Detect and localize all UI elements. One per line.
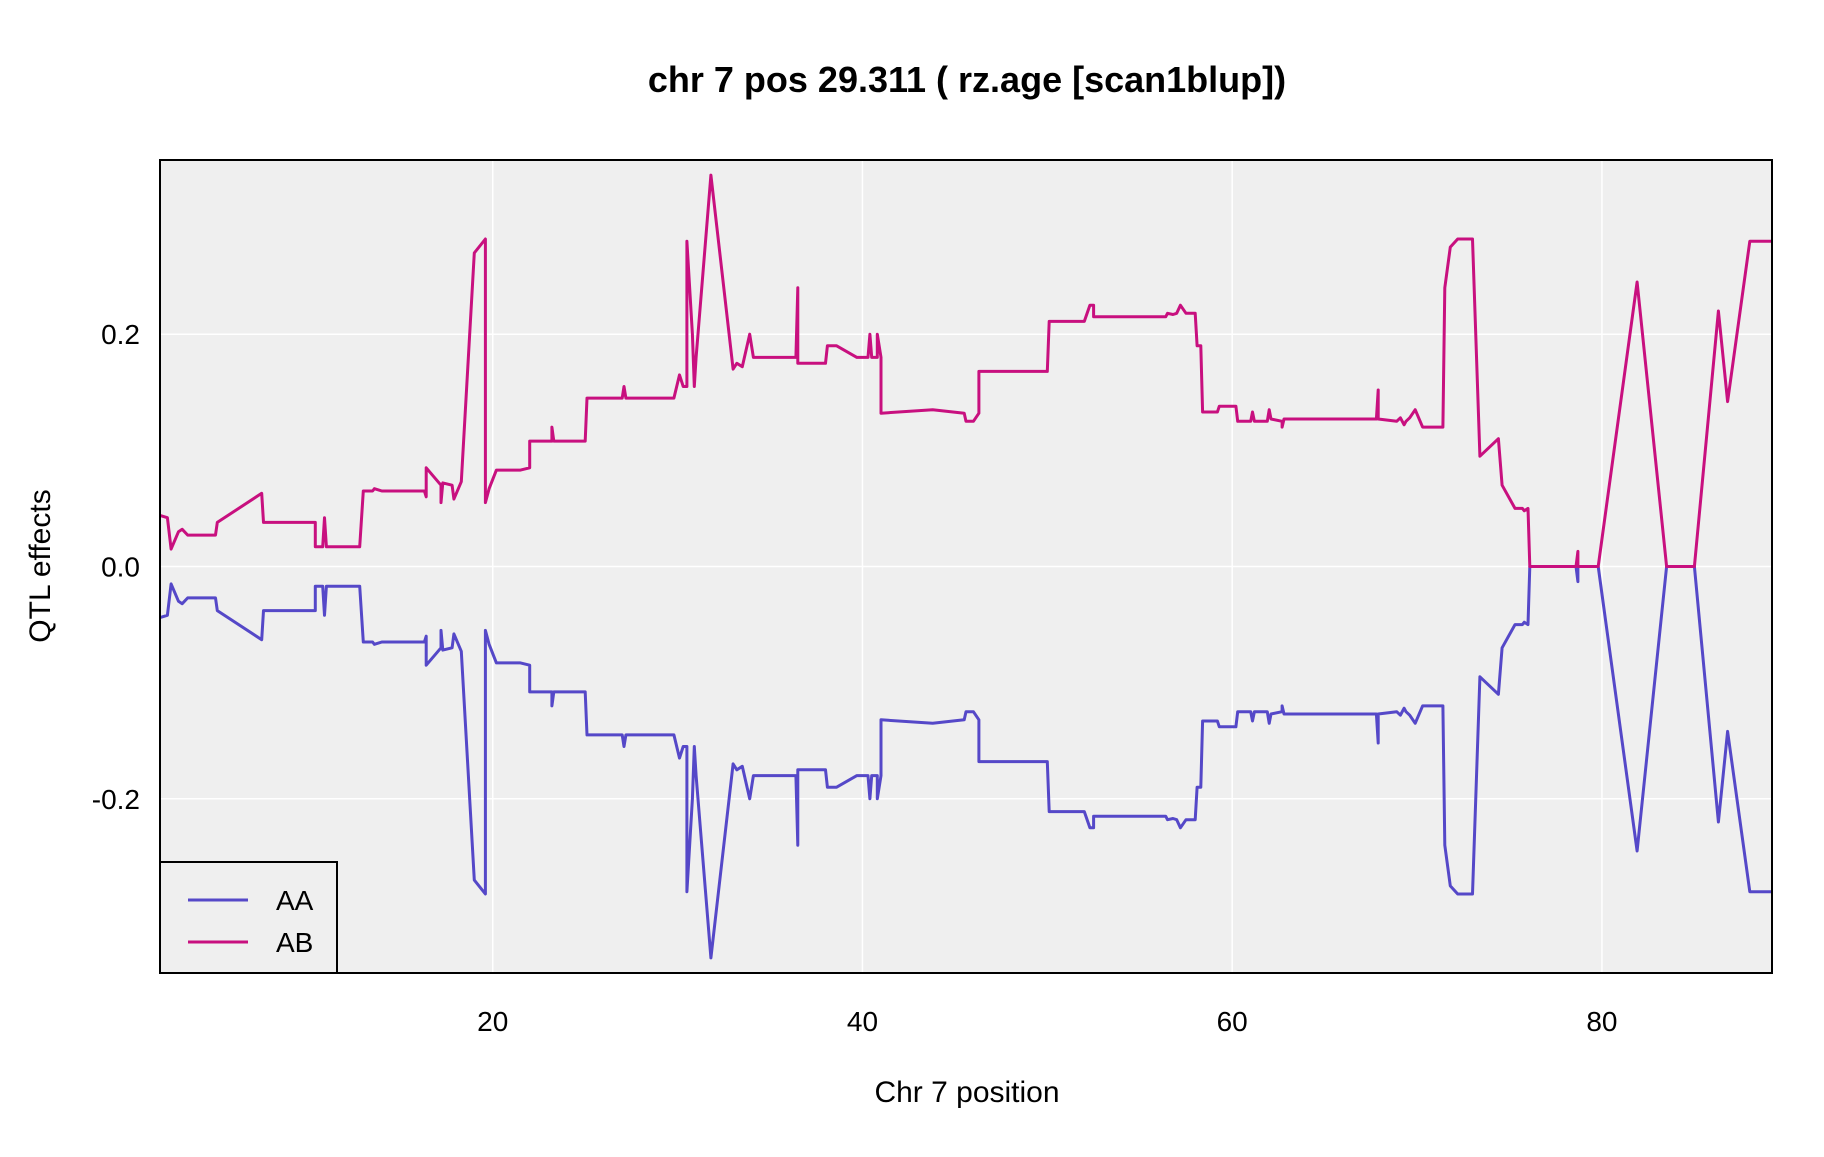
- legend-label-aa: AA: [276, 885, 314, 916]
- legend-label-ab: AB: [276, 927, 313, 958]
- series-line-ab: [159, 173, 1772, 568]
- y-tick-label: 0.2: [101, 319, 140, 350]
- chart-title: chr 7 pos 29.311 ( rz.age [scan1blup]): [648, 59, 1286, 100]
- y-axis-label: QTL effects: [24, 489, 57, 642]
- x-tick-label: 80: [1586, 1006, 1617, 1037]
- x-tick-label: 40: [847, 1006, 878, 1037]
- y-tick-label: -0.2: [92, 784, 140, 815]
- series-line-aa: [159, 565, 1772, 960]
- y-tick-label: 0.0: [101, 552, 140, 583]
- grid-lines: [160, 160, 1772, 973]
- x-tick-label: 20: [477, 1006, 508, 1037]
- x-tick-label: 60: [1217, 1006, 1248, 1037]
- x-axis-label: Chr 7 position: [874, 1076, 1059, 1109]
- legend: AA AB: [159, 861, 338, 974]
- plot-frame: [159, 159, 1773, 974]
- legend-box: [159, 861, 338, 974]
